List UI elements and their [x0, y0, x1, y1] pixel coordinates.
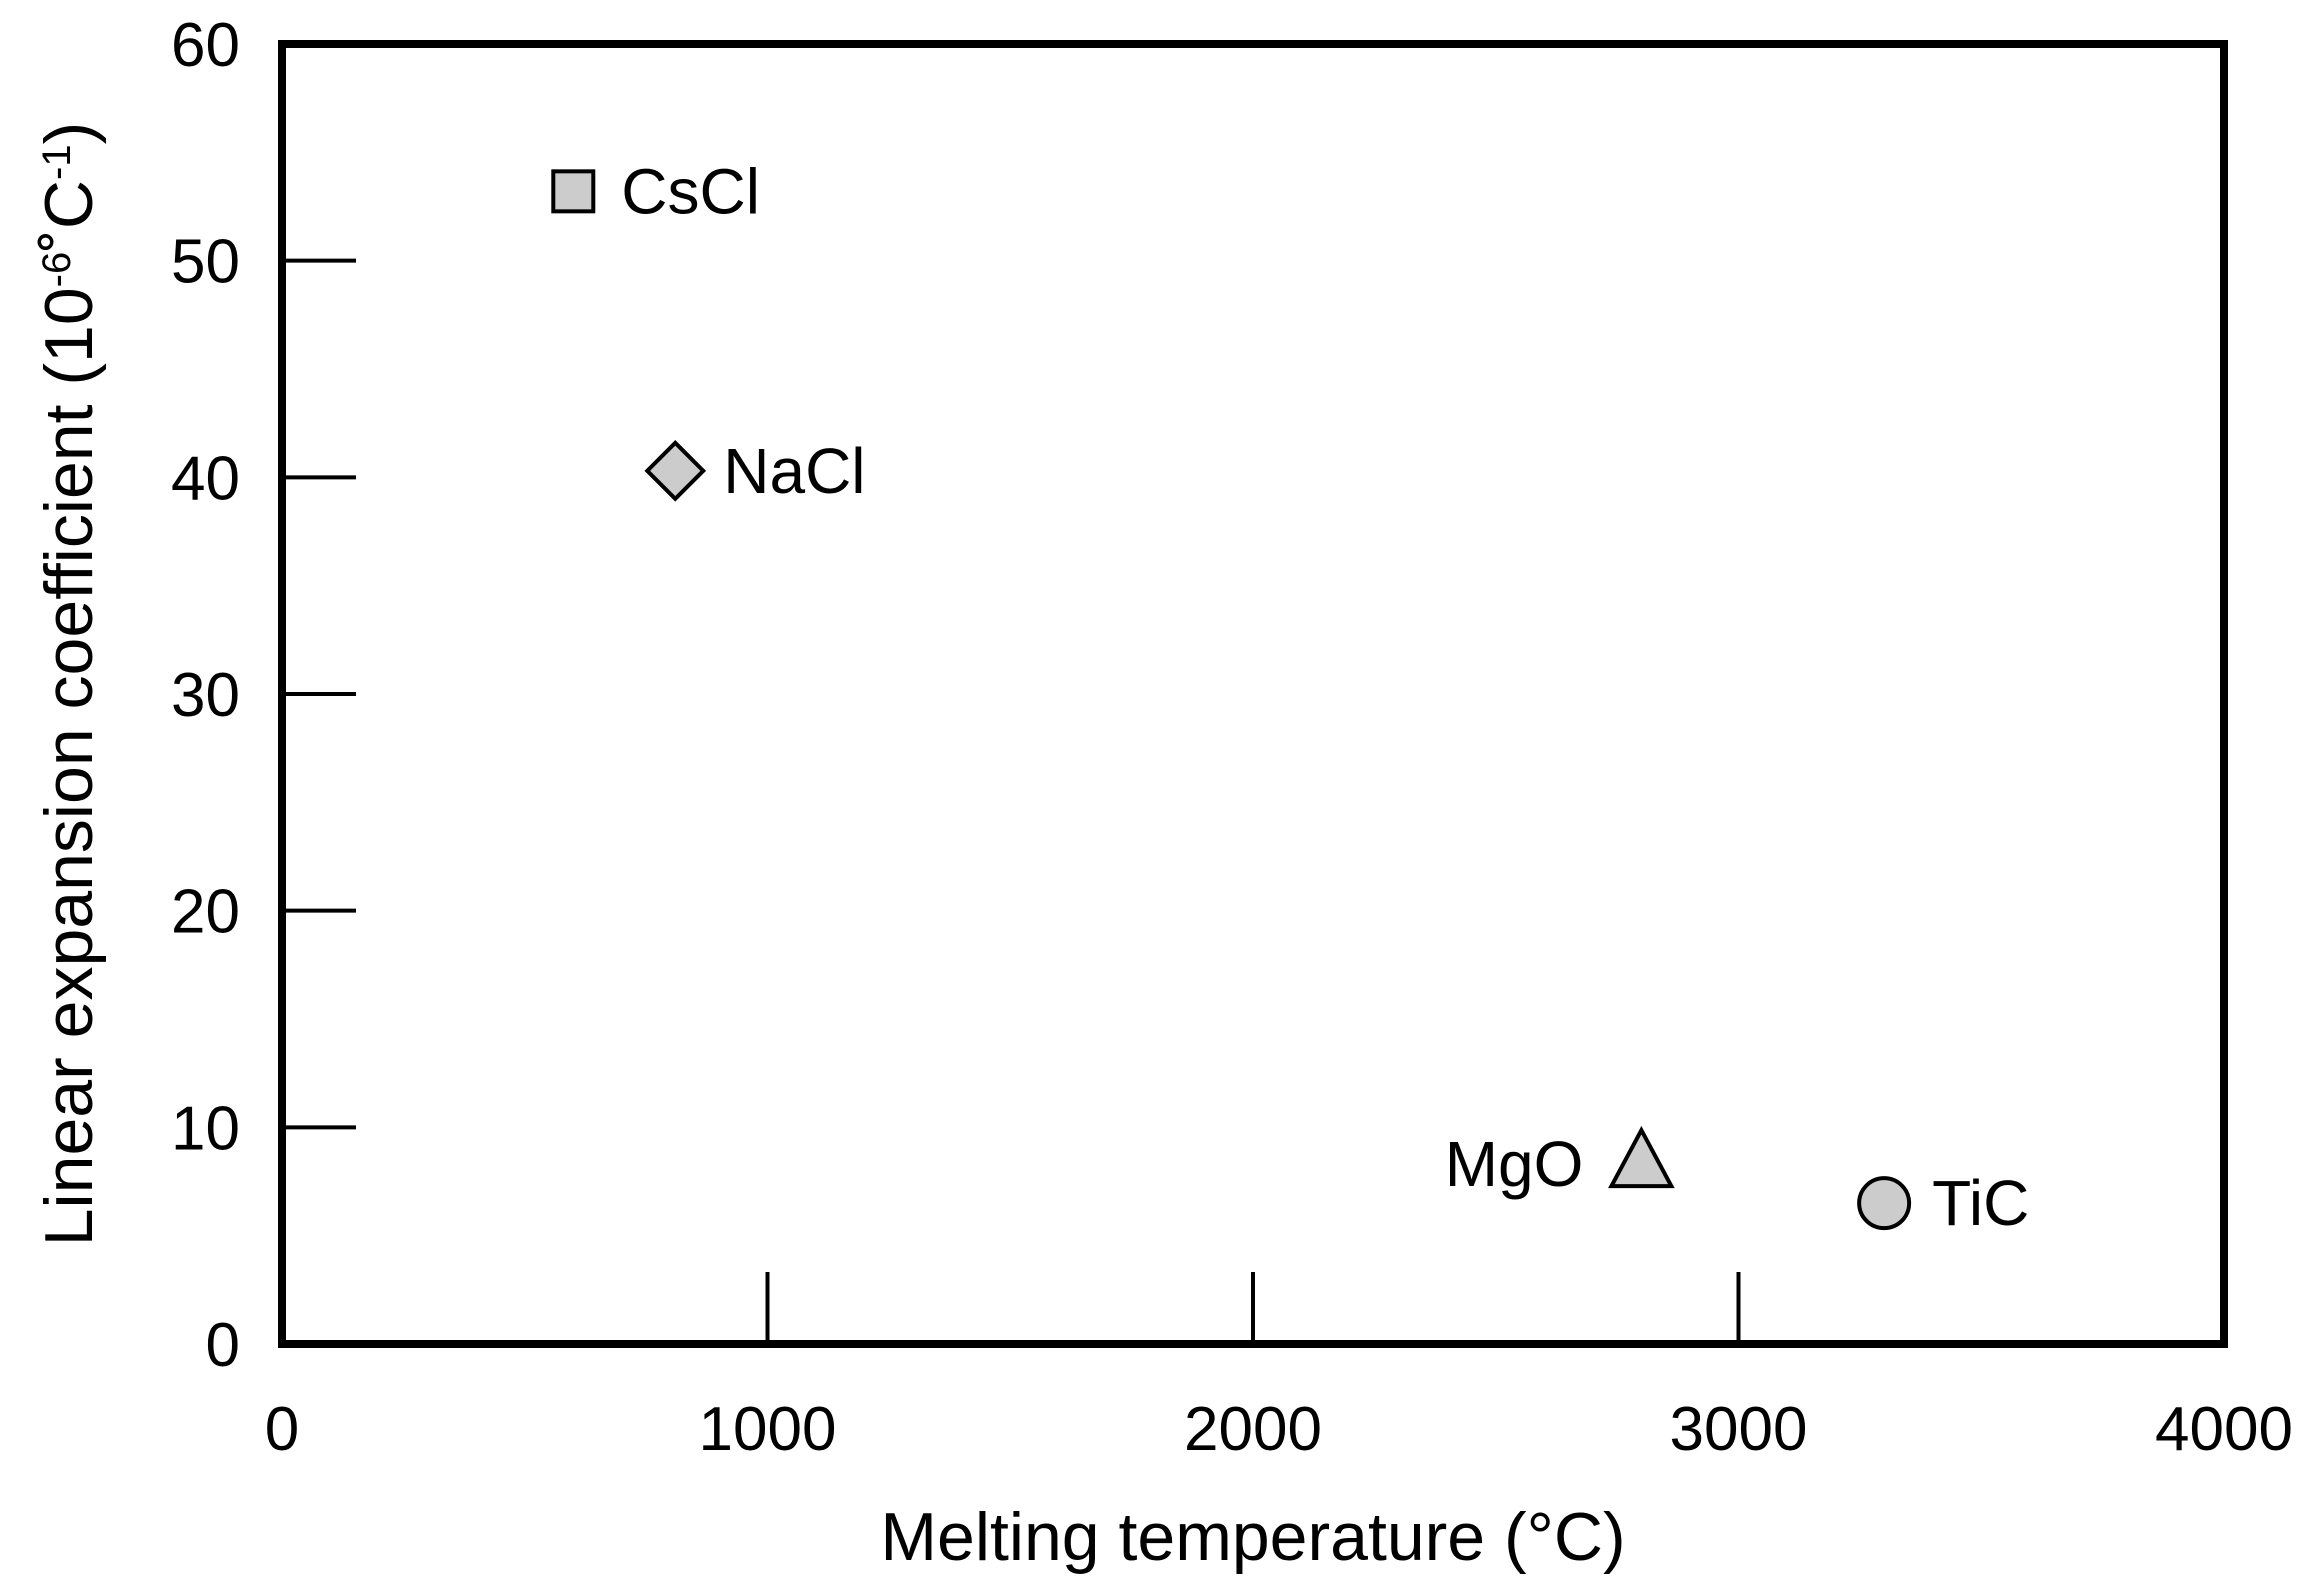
plot-frame — [278, 40, 2228, 1348]
y-tick-label: 0 — [206, 1311, 240, 1380]
y-tick-label: 10 — [171, 1094, 240, 1163]
cscl-label: CsCl — [621, 155, 760, 227]
cscl-point — [551, 169, 596, 214]
y-axis-label-exponent-2: -1 — [35, 144, 79, 180]
tic-label: TiC — [1932, 1167, 2029, 1239]
x-tick-label: 2000 — [1184, 1395, 1322, 1464]
mgo-label: MgO — [1445, 1128, 1584, 1200]
x-tick-label: 3000 — [1670, 1395, 1808, 1464]
x-tick-label: 4000 — [2155, 1395, 2293, 1464]
y-axis-label-close: ) — [31, 122, 107, 145]
mgo-point — [1608, 1125, 1675, 1189]
x-axis-label: Melting temperature (°C) — [880, 1499, 1625, 1575]
y-tick-label: 50 — [171, 228, 240, 297]
y-axis-label-main: Linear expansion coefficient (10 — [31, 287, 107, 1246]
y-tick-label: 20 — [171, 878, 240, 947]
tick-labels: 0 10 20 30 40 50 60 0 1000 2000 3000 4000 — [171, 11, 2293, 1464]
tic-point — [1857, 1176, 1912, 1231]
y-axis-label-unit: ˚C — [31, 180, 107, 252]
y-tick-label: 30 — [171, 661, 240, 730]
x-tick-label: 0 — [265, 1395, 299, 1464]
x-tick-label: 1000 — [699, 1395, 837, 1464]
y-axis-label: Linear expansion coefficient (10-6˚C-1) — [31, 122, 107, 1247]
y-tick-label: 40 — [171, 444, 240, 513]
nacl-point — [644, 440, 707, 502]
y-axis-label-exponent-1: -6 — [35, 252, 79, 288]
nacl-label: NaCl — [723, 435, 865, 507]
y-tick-label: 60 — [171, 11, 240, 80]
point-labels: CsCl NaCl MgO TiC — [621, 155, 2029, 1239]
data-points — [551, 169, 1912, 1231]
axis-ticks — [282, 258, 1741, 1344]
